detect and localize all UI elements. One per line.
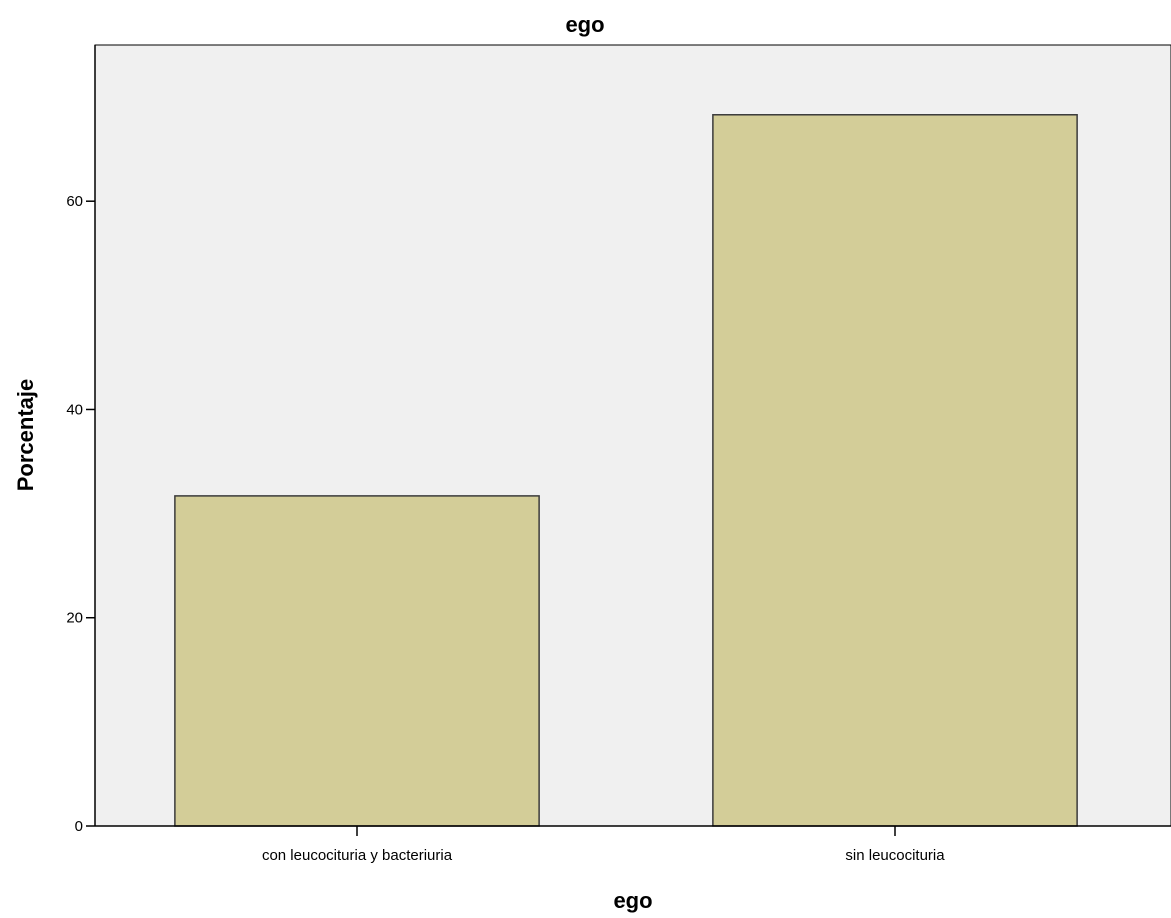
- y-ticks: 0 20 40 60: [66, 193, 95, 835]
- y-tick-label: 40: [66, 401, 83, 418]
- chart-title: ego: [565, 12, 604, 37]
- x-tick-label: con leucocituria y bacteriuria: [262, 847, 453, 864]
- x-ticks: con leucocituria y bacteriuria sin leucoc…: [262, 826, 945, 864]
- axes-layer: [94, 45, 1171, 827]
- y-tick-label: 20: [66, 610, 83, 627]
- y-tick-label: 0: [75, 818, 83, 835]
- x-tick-label: sin leucocituria: [845, 847, 945, 864]
- bar: [712, 114, 1078, 827]
- x-axis-title: ego: [613, 888, 652, 913]
- y-tick-label: 60: [66, 193, 83, 210]
- y-axis-title: Porcentaje: [13, 379, 38, 492]
- bar: [174, 495, 540, 827]
